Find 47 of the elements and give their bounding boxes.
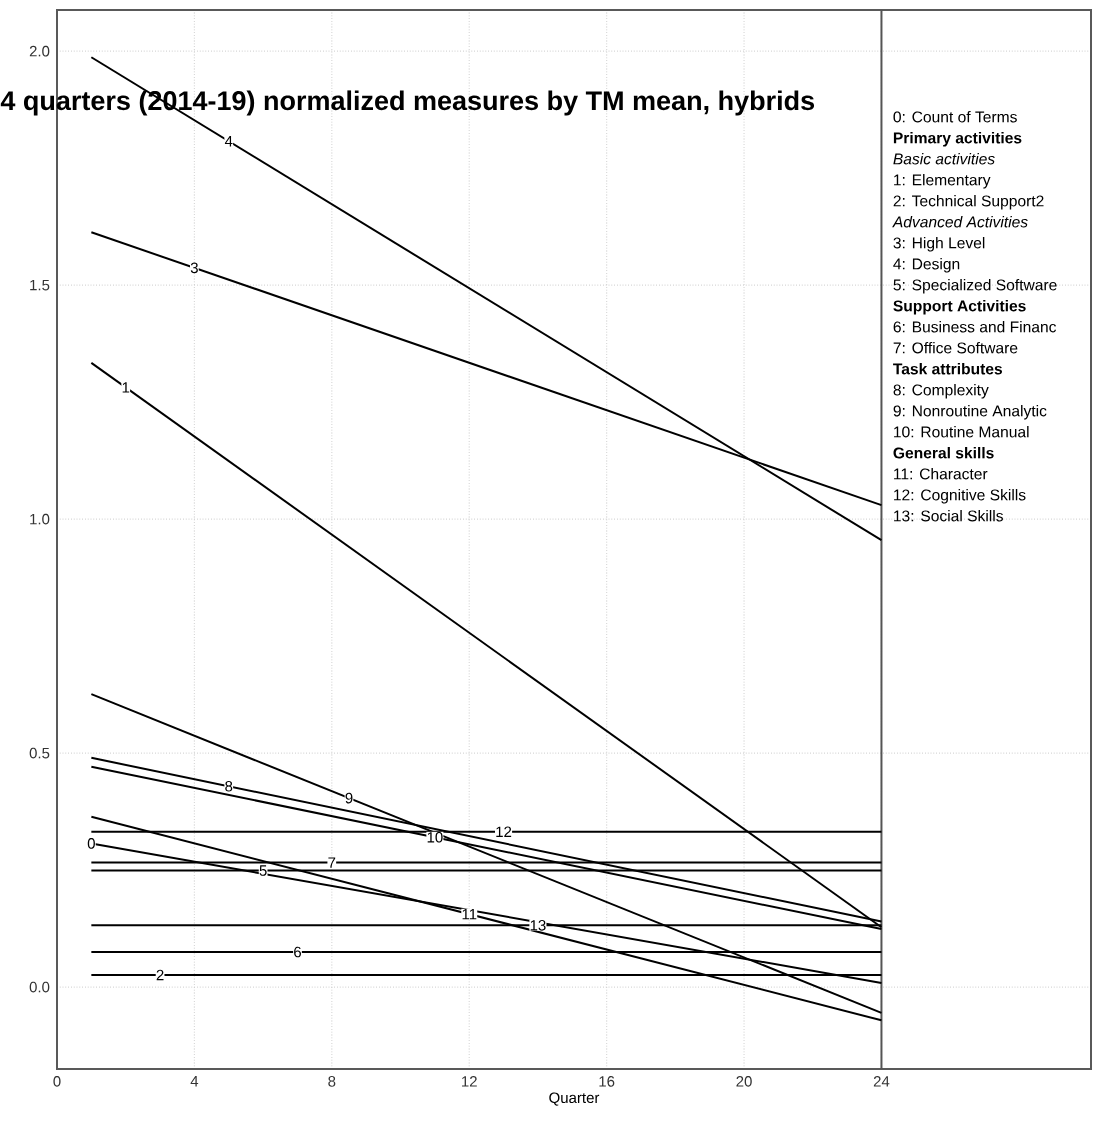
- series-label: 10: [427, 831, 443, 843]
- annotation: 8: Complexity: [893, 384, 989, 399]
- y-tick-label: 2.0: [29, 45, 50, 57]
- series-label: 8: [225, 780, 233, 792]
- series-label: 3: [190, 262, 198, 274]
- x-tick-label: 8: [328, 1076, 336, 1087]
- x-tick-label: 12: [462, 1076, 477, 1087]
- annotation: 10: Routine Manual: [894, 425, 1029, 438]
- annotation: 5: Specialized Software: [893, 279, 1057, 294]
- annotation: Advanced Activities: [892, 216, 1028, 228]
- x-tick-label: 4: [190, 1076, 199, 1087]
- annotation: 0: Count of Terms: [893, 111, 1017, 123]
- annotation: 1: Elementary: [894, 174, 991, 189]
- series-label: 13: [530, 920, 546, 931]
- x-tick-label: 20: [736, 1076, 752, 1087]
- y-tick-label: 0.0: [29, 981, 50, 993]
- annotation: 4: Design: [893, 258, 960, 273]
- series-label: 5: [259, 865, 267, 876]
- x-tick-label: 0: [53, 1076, 61, 1087]
- x-tick-label: 24: [873, 1076, 890, 1087]
- annotation: 13: Social Skills: [894, 509, 1003, 522]
- series-label: 11: [462, 908, 477, 920]
- series-label: 2: [156, 969, 164, 981]
- annotation: Task attributes: [893, 362, 1003, 375]
- annotation: Support Activities: [893, 300, 1026, 315]
- y-tick-label: 1.0: [30, 513, 50, 525]
- y-tick-label: 1.5: [30, 279, 50, 291]
- y-tick-label: 0.5: [29, 747, 50, 759]
- series-label: 9: [345, 792, 353, 804]
- annotation: 2: Technical Support2: [893, 195, 1044, 210]
- annotation: 9: Nonroutine Analytic: [893, 404, 1047, 420]
- series-label: 12: [496, 826, 512, 837]
- annotation: 3: High Level: [893, 236, 985, 252]
- x-axis-title: Quarter: [549, 1092, 600, 1106]
- annotation: Primary activities: [893, 131, 1022, 147]
- series-label: 7: [328, 857, 336, 868]
- x-tick-label: 16: [599, 1076, 615, 1087]
- series-label: 4: [224, 136, 233, 147]
- annotation: 7: Office Software: [893, 341, 1018, 354]
- annotation: 11: Character: [894, 467, 988, 480]
- annotation: 6: Business and Financ: [893, 320, 1057, 333]
- annotation: General skills: [893, 446, 994, 459]
- series-label: 6: [294, 946, 301, 958]
- series-label: 1: [122, 382, 130, 393]
- annotation: Basic activities: [893, 153, 995, 165]
- series-label: 0: [87, 838, 95, 849]
- annotation: 12: Cognitive Skills: [894, 489, 1026, 504]
